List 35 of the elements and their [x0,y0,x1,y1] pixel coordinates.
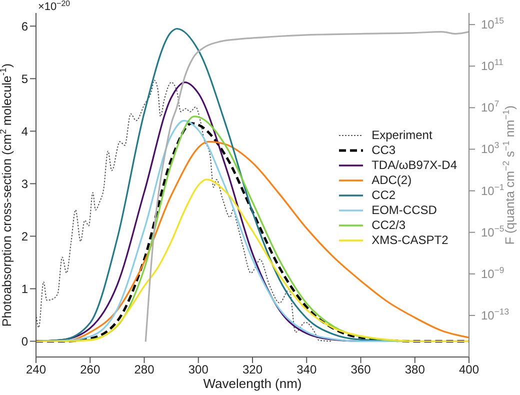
y2-tick-label: 10$^{−5}$ [481,223,504,240]
legend-label: Experiment [372,128,432,143]
x-tick-label: 240 [26,362,46,377]
x-axis-title: Wavelength (nm) [203,376,302,391]
y-tick-label: 0 [21,334,28,349]
y2-tick-label: 10$^{−13}$ [481,306,510,322]
y2-tick-label: 10$^{15}$ [481,16,504,32]
y2-tick-label: 10$^{3}$ [481,140,500,156]
y-tick-label: 4 [21,124,28,138]
legend-label: ADC(2) [372,173,412,188]
y-tick-label: 5 [21,72,28,86]
y-tick-label: 3 [21,176,28,191]
y-tick-label: 2 [21,229,28,244]
text: ×10$^{−20}$ [38,0,71,13]
line-series [144,31,469,342]
legend-label: XMS-CASPT2 [372,233,448,248]
y-tick-label: 1 [21,282,28,296]
y2-tick-label: 10$^{−9}$ [481,264,504,281]
x-tick-label: 360 [350,362,372,377]
x-tick-label: 320 [242,362,263,377]
y2-tick-label: 10$^{11}$ [481,57,504,74]
x-tick-label: 260 [80,362,100,377]
x-tick-label: 280 [134,362,155,377]
legend-label: CC3 [372,143,396,158]
x-tick-label: 380 [404,362,426,377]
y2-tick-label: 10$^{−1}$ [481,182,504,198]
x-tick-label: 340 [296,362,317,377]
y-tick-label: 6 [21,19,28,34]
x-tick-label: 300 [188,362,209,377]
x-tick-label: 400 [458,362,480,377]
y2-tick-label: 10$^{7}$ [481,98,500,115]
legend-label: TDA/ωB97X-D4 [372,158,457,173]
legend-label: CC2 [372,188,396,203]
legend-label: CC2/3 [372,218,406,233]
legend-label: EOM-CCSD [372,203,437,218]
